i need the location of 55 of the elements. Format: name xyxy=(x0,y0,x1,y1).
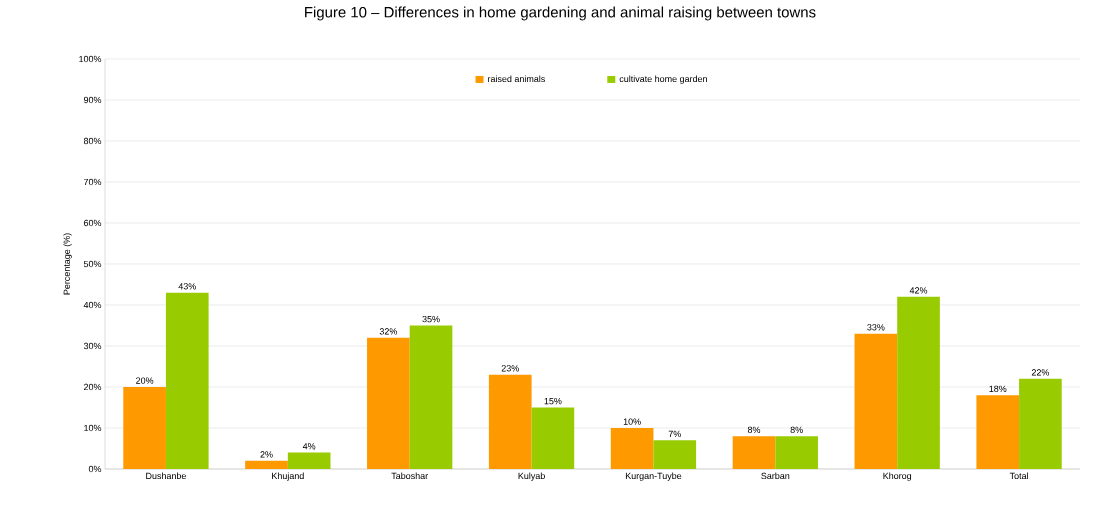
y-tick-label: 0% xyxy=(88,465,102,473)
y-tick-label: 30% xyxy=(83,342,102,350)
data-label: 8% xyxy=(790,426,803,433)
bar xyxy=(287,452,331,469)
data-label: 23% xyxy=(501,365,519,372)
data-label: 43% xyxy=(178,283,196,290)
bar xyxy=(409,325,453,469)
bar xyxy=(732,436,776,469)
data-label: 15% xyxy=(544,397,562,405)
bar xyxy=(897,296,940,469)
data-label: 35% xyxy=(422,315,440,323)
y-tick-label: 20% xyxy=(84,383,102,391)
y-tick-label: 100% xyxy=(79,55,102,63)
bar xyxy=(775,436,818,469)
chart-title: Figure 10 – Differences in home gardening and animal raising between towns xyxy=(305,6,816,21)
y-tick-label: 70% xyxy=(84,178,102,186)
data-label: 22% xyxy=(1031,369,1050,376)
y-tick-label: 80% xyxy=(83,137,102,145)
x-tick-label: Total xyxy=(1009,472,1028,480)
bar xyxy=(488,374,532,469)
x-tick-label: Dushanbe xyxy=(146,472,186,480)
data-label: 10% xyxy=(623,418,641,425)
data-label: 33% xyxy=(867,324,885,331)
bar xyxy=(245,460,288,469)
bar xyxy=(1019,378,1062,469)
y-tick-label: 60% xyxy=(84,219,102,227)
data-label: 4% xyxy=(302,443,316,450)
bar xyxy=(653,440,697,469)
y-axis-title: Percentage (%) xyxy=(63,233,72,295)
y-tick-label: 90% xyxy=(83,96,102,104)
x-tick-label: Kulyab xyxy=(518,472,545,481)
y-tick-label: 40% xyxy=(83,301,102,309)
data-label: 20% xyxy=(136,377,154,384)
bar xyxy=(976,395,1020,469)
y-tick-label: 50% xyxy=(83,260,102,268)
x-tick-label: Taboshar xyxy=(391,472,428,480)
bar xyxy=(854,333,898,469)
bar xyxy=(123,386,166,469)
data-label: 8% xyxy=(747,426,761,433)
data-label: 42% xyxy=(909,287,928,294)
data-label: 32% xyxy=(379,328,398,335)
data-label: 2% xyxy=(260,451,273,458)
bar xyxy=(367,337,410,469)
x-tick-label: Khorog xyxy=(883,472,912,481)
bar xyxy=(165,292,209,469)
legend-label: raised animals xyxy=(488,75,545,83)
legend-label: cultivate home garden xyxy=(619,75,707,84)
data-label: 18% xyxy=(989,385,1007,392)
bar xyxy=(610,427,654,469)
x-tick-label: Kurgan-Tuybe xyxy=(625,472,682,481)
y-tick-label: 10% xyxy=(84,424,102,432)
bar xyxy=(531,407,575,469)
data-label: 7% xyxy=(668,430,681,438)
x-tick-label: Sarban xyxy=(761,472,790,480)
x-tick-label: Khujand xyxy=(272,472,304,481)
